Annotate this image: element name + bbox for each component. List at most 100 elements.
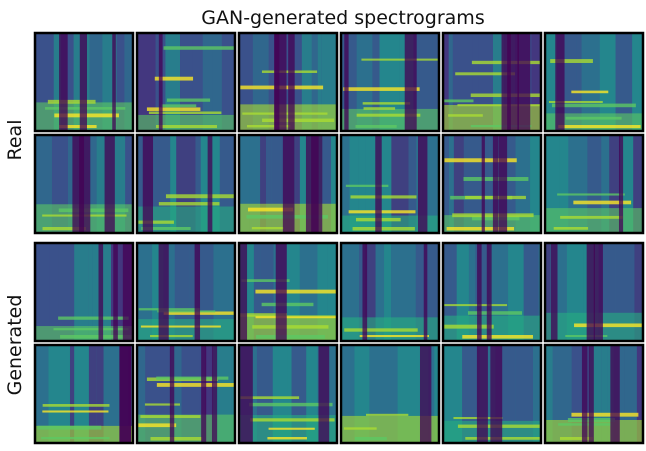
harmonic (42, 227, 86, 231)
time-band (515, 135, 523, 233)
time-band (576, 33, 582, 131)
dark-gap (490, 345, 503, 443)
spectrogram-panel (339, 31, 441, 133)
time-band (74, 345, 89, 443)
harmonic (354, 437, 387, 441)
dark-gap (588, 345, 594, 443)
time-band (545, 33, 557, 131)
spectrogram-image (137, 135, 235, 233)
dark-gap (362, 243, 368, 341)
harmonic (363, 107, 396, 110)
harmonic (146, 107, 201, 111)
spectrogram-image (35, 243, 133, 341)
spectrogram-image (137, 345, 235, 443)
spectrogram-panel (543, 241, 645, 343)
panel-border (135, 31, 237, 133)
harmonic (443, 324, 494, 329)
time-band (349, 135, 359, 233)
harmonic (138, 423, 177, 428)
spectrogram-panel (33, 241, 135, 343)
time-band (384, 243, 392, 341)
panel-border (543, 343, 645, 445)
time-band (634, 243, 643, 341)
harmonic (53, 328, 129, 331)
spectrogram-panel (339, 343, 441, 445)
time-band (116, 33, 125, 131)
time-band (306, 345, 318, 443)
time-band (358, 243, 366, 341)
spectrogram-panel (339, 133, 441, 235)
time-band (301, 33, 312, 131)
harmonic (138, 308, 200, 311)
time-band (379, 135, 392, 233)
panel-border (543, 241, 645, 343)
dark-gap (417, 135, 428, 233)
time-band (125, 135, 133, 233)
dark-gap (275, 243, 287, 341)
harmonic (267, 437, 307, 440)
spectrogram-image (239, 33, 337, 131)
time-band (375, 243, 385, 341)
harmonic (462, 335, 533, 339)
panel-border (339, 343, 441, 445)
time-band (212, 33, 222, 131)
spectrogram-image (341, 345, 439, 443)
spectrogram-panel (237, 31, 339, 133)
figure-title: GAN-generated spectrograms (201, 7, 484, 29)
harmonic (557, 193, 625, 196)
time-band (88, 345, 97, 443)
harmonic (366, 413, 409, 416)
spectrogram-panel (339, 241, 441, 343)
time-band (358, 135, 366, 233)
harmonic (60, 335, 133, 339)
harmonic (559, 437, 593, 440)
spectrogram-panel (543, 133, 645, 235)
time-band (60, 345, 70, 443)
dark-gap (112, 33, 116, 131)
spectrogram-panel (441, 133, 543, 235)
time-band (137, 33, 156, 131)
time-band (192, 33, 203, 131)
spectrogram-image (239, 243, 337, 341)
dark-gap (423, 243, 428, 341)
spectrogram-panel (441, 31, 543, 133)
harmonic (156, 376, 229, 380)
dark-gap (550, 243, 558, 341)
dark-gap (419, 345, 432, 443)
time-band (287, 345, 292, 443)
time-band (559, 135, 569, 233)
spectrogram-image (239, 135, 337, 233)
dark-gap (211, 345, 218, 443)
harmonic (343, 87, 420, 91)
dark-gap (122, 243, 133, 341)
panel-border (33, 241, 135, 343)
harmonic (446, 227, 515, 231)
time-band (369, 345, 379, 443)
time-band (295, 135, 300, 233)
spectrogram-image (443, 135, 541, 233)
time-band (430, 243, 439, 341)
harmonic (350, 195, 417, 199)
harmonic (154, 76, 194, 81)
panel-border (543, 31, 645, 133)
time-band (35, 243, 50, 341)
time-band (391, 243, 410, 341)
dark-gap (288, 33, 295, 131)
harmonic (59, 125, 97, 129)
time-band (74, 243, 89, 341)
harmonic (465, 437, 541, 440)
time-band (639, 33, 643, 131)
time-band (443, 135, 450, 233)
harmonic (255, 316, 337, 319)
harmonic (255, 289, 337, 294)
time-band (69, 345, 75, 443)
time-band (561, 345, 572, 443)
spectrogram-image (341, 135, 439, 233)
panel-border (33, 343, 135, 445)
harmonic (558, 125, 641, 129)
harmonic (262, 118, 335, 123)
spectrogram-image (137, 33, 235, 131)
harmonic (548, 100, 603, 104)
time-band (189, 243, 197, 341)
dark-gap (59, 33, 68, 131)
